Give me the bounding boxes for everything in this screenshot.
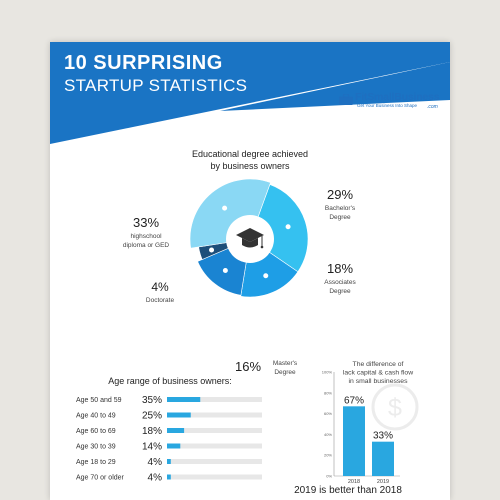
logo-name: FitSmallBusiness — [355, 91, 440, 103]
age-category-label: Age 70 or older — [76, 475, 125, 482]
age-range-bar-chart: Age range of business owners: Age 50 and… — [76, 376, 262, 484]
donut-value-label: 18% — [327, 261, 353, 276]
cashflow-y-tick: 20% — [324, 453, 332, 458]
donut-value-label: 29% — [327, 187, 353, 202]
svg-text:$: $ — [388, 394, 402, 422]
donut-category-label: Degree — [329, 288, 351, 295]
donut-category-label: diploma or GED — [123, 242, 170, 249]
age-bar — [167, 428, 185, 433]
briefcase-icon — [339, 94, 353, 105]
education-donut-chart: Educational degree achieved by business … — [123, 149, 357, 376]
age-category-label: Age 18 to 29 — [76, 459, 116, 466]
cashflow-bar-2018 — [343, 406, 365, 476]
age-category-label: Age 60 to 69 — [76, 428, 116, 435]
donut-marker-doctorate — [209, 247, 215, 253]
donut-slice-bachelor-s-degree — [249, 184, 309, 273]
graduation-cap-icon — [236, 228, 264, 249]
cashflow-bar-chart: $ The difference of lack capital & cash f… — [294, 361, 419, 496]
age-bar — [167, 459, 171, 464]
donut-title-line-1: Educational degree achieved — [192, 149, 308, 159]
age-bar-track — [167, 474, 262, 480]
title-line-2: STARTUP STATISTICS — [64, 76, 248, 95]
age-bar-track — [167, 459, 262, 464]
dollar-circle-icon: $ — [371, 383, 419, 431]
cashflow-y-tick: 100% — [322, 370, 333, 375]
donut-category-label: Degree — [329, 214, 351, 221]
donut-value-label: 16% — [235, 359, 261, 374]
age-category-label: Age 40 to 49 — [76, 413, 116, 420]
cashflow-value-label: 67% — [344, 395, 364, 406]
donut-title-line-2: by business owners — [210, 161, 290, 171]
age-value-label: 18% — [142, 426, 162, 437]
infographic-page: 10 SURPRISING STARTUP STATISTICS FitSmal… — [50, 42, 450, 500]
logo-tagline: Get Your Business Into Shape — [357, 103, 418, 108]
age-value-label: 4% — [148, 473, 163, 484]
cashflow-value-label: 33% — [373, 431, 393, 442]
age-value-label: 14% — [142, 442, 162, 453]
cashflow-caption: 2019 is better than 2018 — [294, 485, 402, 496]
donut-marker-bachelor-s-degree — [285, 224, 291, 230]
age-bar-track — [167, 428, 262, 433]
age-bar — [167, 474, 171, 480]
donut-category-label: Bachelor's — [325, 205, 356, 212]
age-bar — [167, 412, 191, 418]
cashflow-y-tick: 60% — [324, 411, 332, 416]
age-category-label: Age 30 to 39 — [76, 444, 116, 451]
cashflow-bar-2019 — [372, 441, 394, 476]
age-bar-track — [167, 397, 262, 402]
cashflow-title: in small businesses — [349, 378, 409, 385]
donut-marker-highschool-diploma-or-ged — [222, 205, 228, 211]
age-bar — [167, 397, 201, 402]
fitsmallbusiness-logo[interactable]: FitSmallBusiness Get Your Business Into … — [339, 91, 445, 115]
age-bar — [167, 443, 181, 449]
age-value-label: 35% — [142, 395, 162, 406]
age-bar-track — [167, 412, 262, 418]
title-line-1: 10 SURPRISING — [64, 52, 223, 74]
donut-category-label: Degree — [274, 369, 296, 376]
cashflow-y-tick: 40% — [324, 432, 332, 437]
cashflow-y-tick: 80% — [324, 390, 332, 395]
age-bar-track — [167, 443, 262, 449]
donut-marker-associates-degree — [263, 273, 269, 279]
donut-marker-master-s-degree — [222, 268, 228, 274]
donut-category-label: Associates — [324, 279, 356, 286]
age-category-label: Age 50 and 59 — [76, 397, 122, 404]
donut-category-label: highschool — [130, 233, 162, 240]
cashflow-title: The difference of — [353, 361, 404, 368]
donut-category-label: Master's — [273, 360, 298, 367]
logo-suffix: .com — [427, 104, 438, 110]
cashflow-y-tick: 0% — [326, 474, 332, 479]
age-value-label: 25% — [142, 411, 162, 422]
cashflow-x-label: 2019 — [377, 479, 389, 485]
header-banner — [50, 42, 450, 144]
age-value-label: 4% — [148, 457, 163, 468]
donut-value-label: 4% — [151, 280, 169, 294]
age-chart-title: Age range of business owners: — [108, 376, 232, 386]
cashflow-x-label: 2018 — [348, 479, 360, 485]
donut-value-label: 33% — [133, 215, 159, 230]
cashflow-title: lack capital & cash flow — [343, 370, 413, 377]
donut-category-label: Doctorate — [146, 297, 175, 304]
